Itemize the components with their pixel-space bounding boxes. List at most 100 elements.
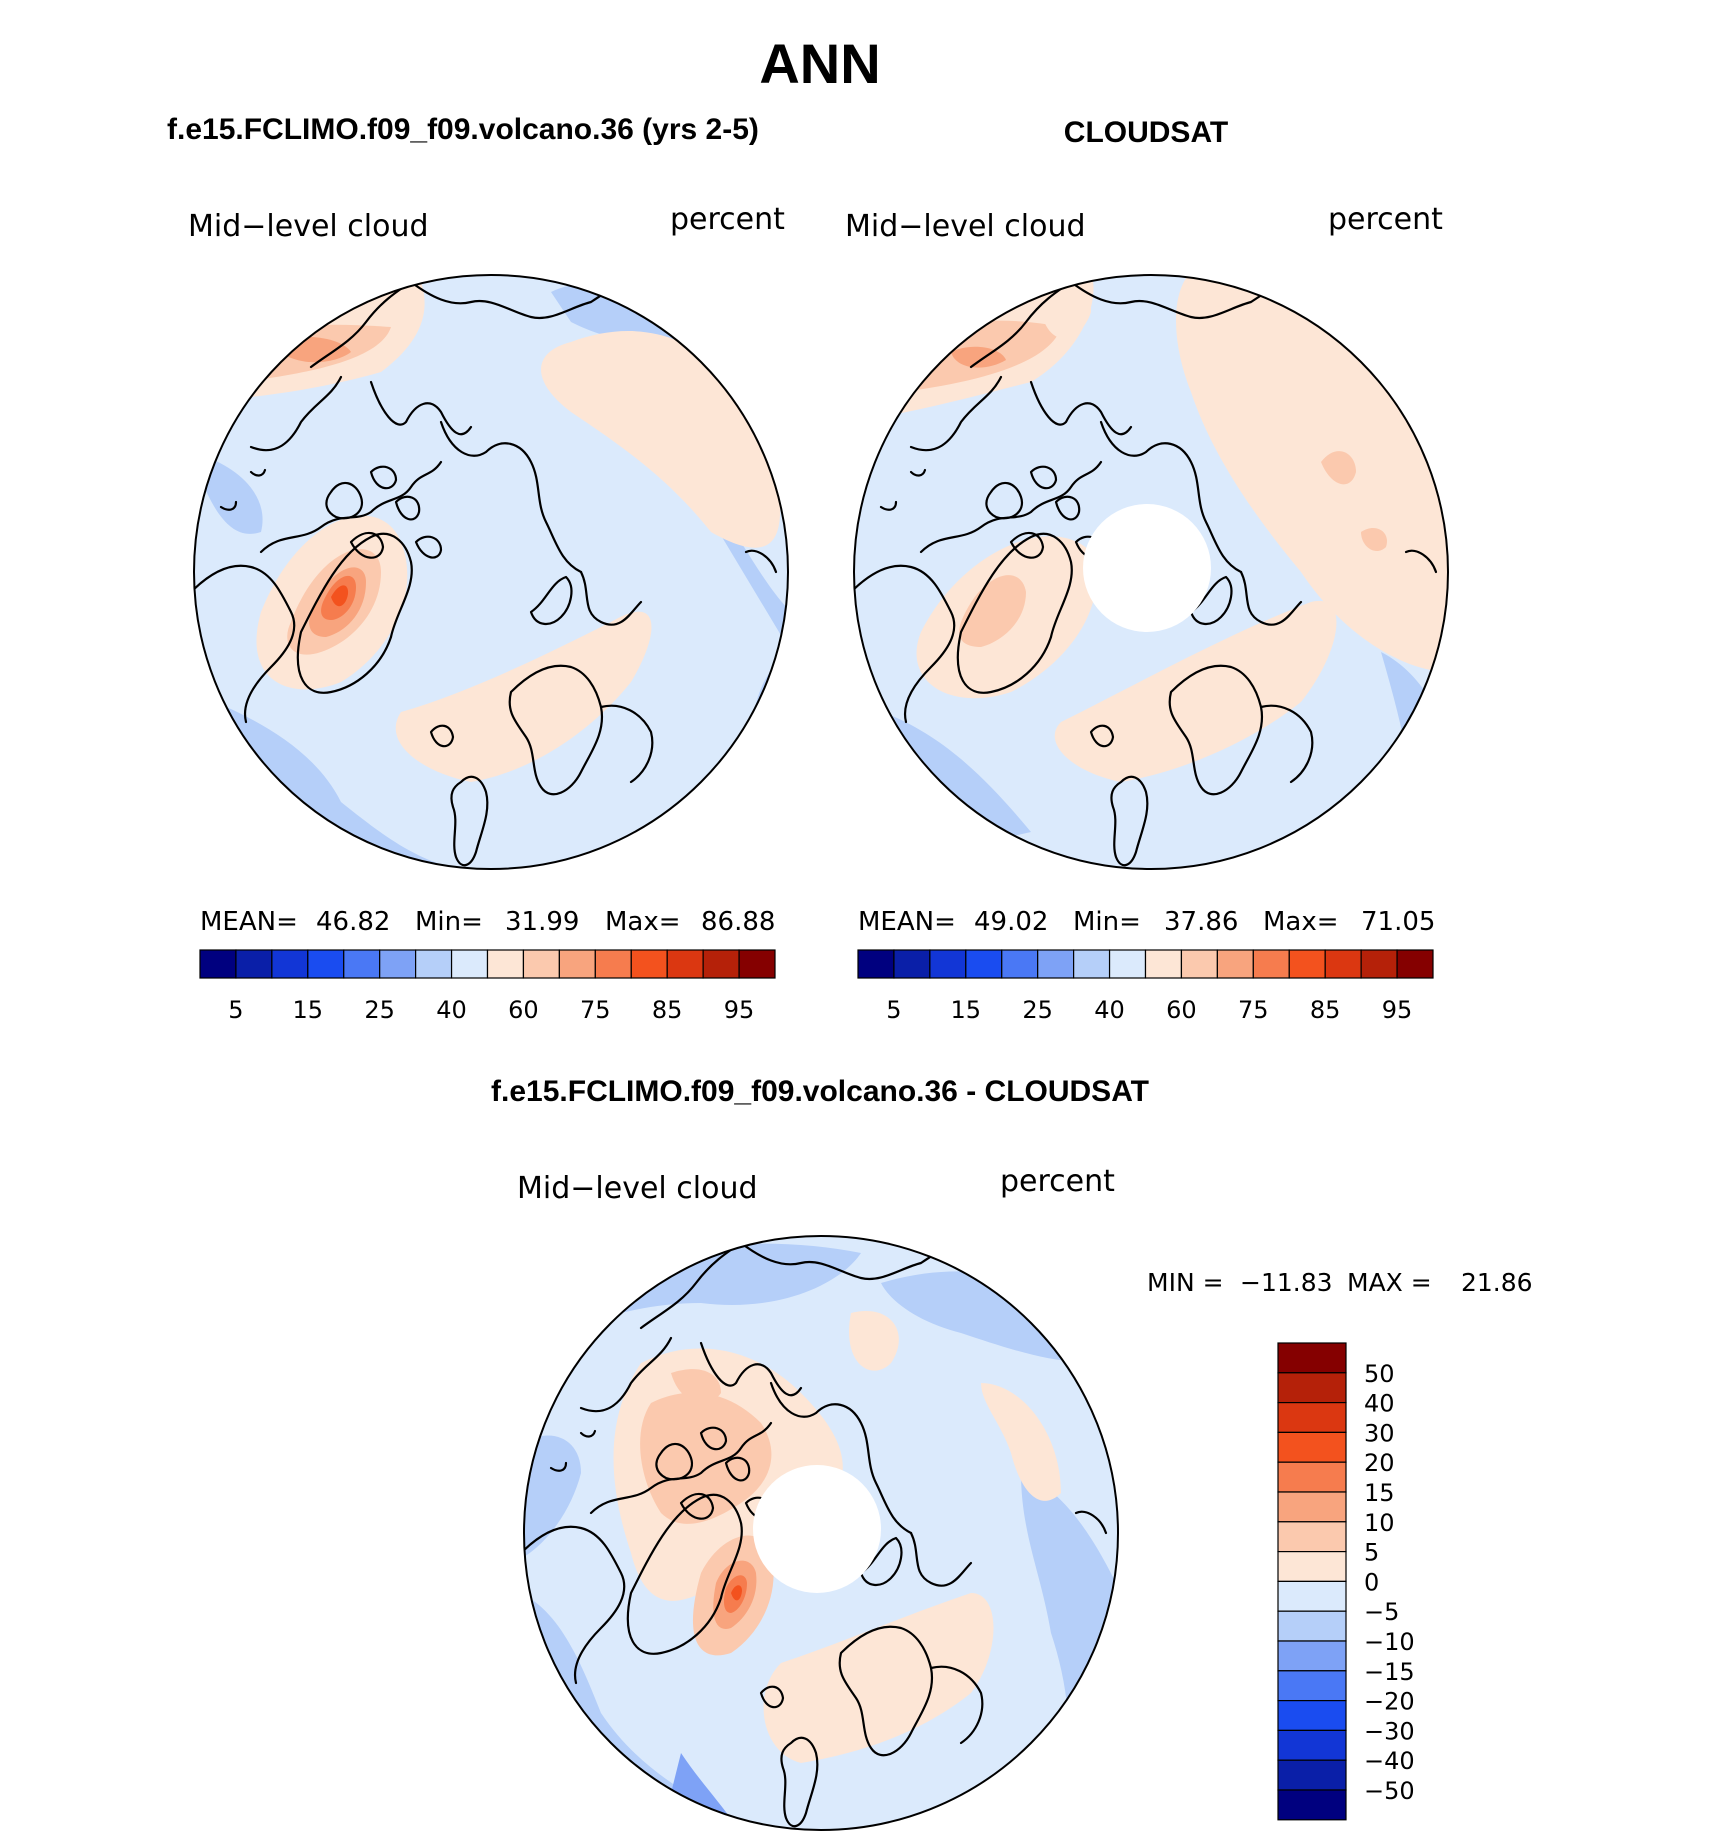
- panel-obs-colorbar-box: [1144, 949, 1183, 979]
- panel-model-header: f.e15.FCLIMO.f09_f09.volcano.36 (yrs 2-5…: [167, 113, 759, 146]
- panel-diff-header: f.e15.FCLIMO.f09_f09.volcano.36 - CLOUDS…: [491, 1075, 1149, 1108]
- panel-obs-map-border: [853, 274, 1449, 870]
- panel-model-colorbar-tick-label: 95: [724, 996, 755, 1024]
- figure-title: ANN: [759, 32, 880, 95]
- panel-obs-colorbar-tick-label: 60: [1166, 996, 1197, 1024]
- panel-diff-colorbar-box: [1277, 1610, 1347, 1642]
- panel-obs-units: percent: [1328, 202, 1443, 237]
- panel-model-colorbar-box: [450, 949, 489, 979]
- panel-model-colorbar-box: [271, 949, 309, 979]
- panel-diff-colorbar-tick-label: −20: [1364, 1688, 1415, 1716]
- panel-obs-colorbar-tick-label: 5: [886, 996, 901, 1024]
- panel-diff-colorbar-box: [1277, 1491, 1347, 1523]
- panel-diff-units: percent: [1000, 1164, 1115, 1199]
- panel-model-colorbar-tick-label: 25: [364, 996, 395, 1024]
- panel-diff-map: [524, 1236, 1118, 1830]
- panel-model-colorbar-box: [415, 949, 453, 979]
- panel-model-colorbar-tick-label: 85: [652, 996, 683, 1024]
- panel-obs-variable: Mid−level cloud: [845, 209, 1086, 244]
- panel-obs-colorbar-tick-label: 85: [1310, 996, 1341, 1024]
- panel-obs-colorbar-tick-label: 95: [1382, 996, 1413, 1024]
- panel-diff-colorbar-box: [1277, 1670, 1347, 1702]
- panel-diff-colorbar-tick-label: −30: [1364, 1717, 1415, 1745]
- panel-model-colorbar-box: [558, 949, 596, 979]
- panel-diff-colorbar-box: [1277, 1580, 1347, 1612]
- panel-obs-colorbar-box: [929, 949, 967, 979]
- panel-obs-colorbar-box: [1360, 949, 1398, 979]
- panel-obs-colorbar-tick-label: 25: [1022, 996, 1053, 1024]
- panel-obs-colorbar-box: [1324, 949, 1362, 979]
- panel-obs-colorbar-box: [1073, 949, 1111, 979]
- panel-model-mean-value: 46.82: [316, 907, 390, 937]
- panel-diff-pole-hole: [753, 1465, 881, 1593]
- panel-obs-max-label: Max=: [1263, 907, 1339, 937]
- panel-obs-colorbar-box: [1180, 949, 1218, 979]
- panel-diff-colorbar-tick-label: −50: [1364, 1777, 1415, 1805]
- panel-model-mean-label: MEAN=: [200, 907, 298, 937]
- panel-obs-colorbar-box: [965, 949, 1003, 979]
- panel-model-colorbar-box: [235, 949, 273, 979]
- panel-diff-colorbar-box: [1277, 1431, 1347, 1463]
- panel-model-colorbar-box: [594, 949, 632, 979]
- panel-diff-colorbar-tick-label: −10: [1364, 1628, 1415, 1656]
- panel-model-map: [194, 275, 788, 869]
- panel-model-colorbar-tick-label: 60: [508, 996, 539, 1024]
- panel-diff-colorbar-box: [1277, 1759, 1347, 1791]
- panel-model-max-value: 86.88: [701, 907, 775, 937]
- panel-diff-colorbar-tick-label: 0: [1364, 1568, 1379, 1596]
- panel-diff-colorbar-tick-label: 40: [1364, 1390, 1395, 1418]
- panel-model-colorbar-tick-label: 5: [228, 996, 243, 1024]
- panel-model-colorbar-box: [630, 949, 668, 979]
- panel-diff-variable: Mid−level cloud: [517, 1171, 758, 1206]
- panel-model-map-border: [193, 274, 789, 870]
- panel-obs-min-value: 37.86: [1164, 907, 1238, 937]
- panel-obs-colorbar-box: [1252, 949, 1290, 979]
- panel-diff-colorbar-box: [1277, 1372, 1347, 1404]
- panel-model-min-label: Min=: [415, 907, 483, 937]
- panel-model-colorbar-tick-label: 75: [580, 996, 611, 1024]
- panel-model-colorbar-box: [702, 949, 740, 979]
- panel-diff-colorbar-tick-label: −15: [1364, 1658, 1415, 1686]
- panel-model-colorbar: 5 15 25 40 60 75 85 95: [199, 949, 776, 1024]
- panel-diff-colorbar-tick-label: 5: [1364, 1539, 1379, 1567]
- panel-obs-colorbar-box: [1108, 949, 1147, 979]
- panel-diff-colorbar-box: [1277, 1699, 1347, 1731]
- panel-obs-colorbar-box: [1001, 949, 1039, 979]
- panel-obs-colorbar-box: [1288, 949, 1326, 979]
- panel-diff-colorbar-tick-label: 15: [1364, 1479, 1395, 1507]
- panel-diff-colorbar-box: [1277, 1789, 1347, 1821]
- panel-diff-colorbar-tick-label: 10: [1364, 1509, 1395, 1537]
- panel-diff-colorbar-box: [1277, 1342, 1347, 1374]
- panel-obs-colorbar-box: [1037, 949, 1075, 979]
- panel-obs-colorbar: 5 15 25 40 60 75 85 95: [857, 949, 1434, 1024]
- panel-obs-header: CLOUDSAT: [1064, 116, 1228, 149]
- panel-model-colorbar-tick-label: 40: [436, 996, 467, 1024]
- panel-obs-min-label: Min=: [1073, 907, 1141, 937]
- panel-diff-colorbar-box: [1277, 1461, 1347, 1493]
- panel-obs-colorbar-box: [1216, 949, 1254, 979]
- panel-obs-colorbar-tick-label: 75: [1238, 996, 1269, 1024]
- panel-diff-min-value: −11.83: [1240, 1268, 1333, 1297]
- panel-diff-max-label: MAX =: [1347, 1268, 1432, 1297]
- panel-model-colorbar-box: [522, 949, 560, 979]
- panel-obs-pole-hole: [1083, 504, 1211, 632]
- panel-obs-colorbar-tick-label: 40: [1094, 996, 1125, 1024]
- panel-model-colorbar-box: [666, 949, 704, 979]
- panel-model-colorbar-box: [343, 949, 381, 979]
- panel-diff-colorbar-box: [1277, 1550, 1347, 1582]
- panel-obs-colorbar-box: [893, 949, 931, 979]
- panel-diff-colorbar-tick-label: 50: [1364, 1360, 1395, 1388]
- panel-model-variable: Mid−level cloud: [188, 209, 429, 244]
- panel-model-colorbar-tick-label: 15: [293, 996, 324, 1024]
- panel-diff-colorbar-box: [1277, 1729, 1347, 1761]
- panel-model-min-value: 31.99: [505, 907, 579, 937]
- panel-model-colorbar-box: [307, 949, 345, 979]
- panel-obs-map: [854, 275, 1448, 869]
- panel-model-max-label: Max=: [605, 907, 681, 937]
- panel-obs-colorbar-box: [1396, 949, 1434, 979]
- panel-diff-min-label: MIN =: [1147, 1268, 1224, 1297]
- panel-model-colorbar-box: [379, 949, 417, 979]
- panel-obs-mean-label: MEAN=: [858, 907, 956, 937]
